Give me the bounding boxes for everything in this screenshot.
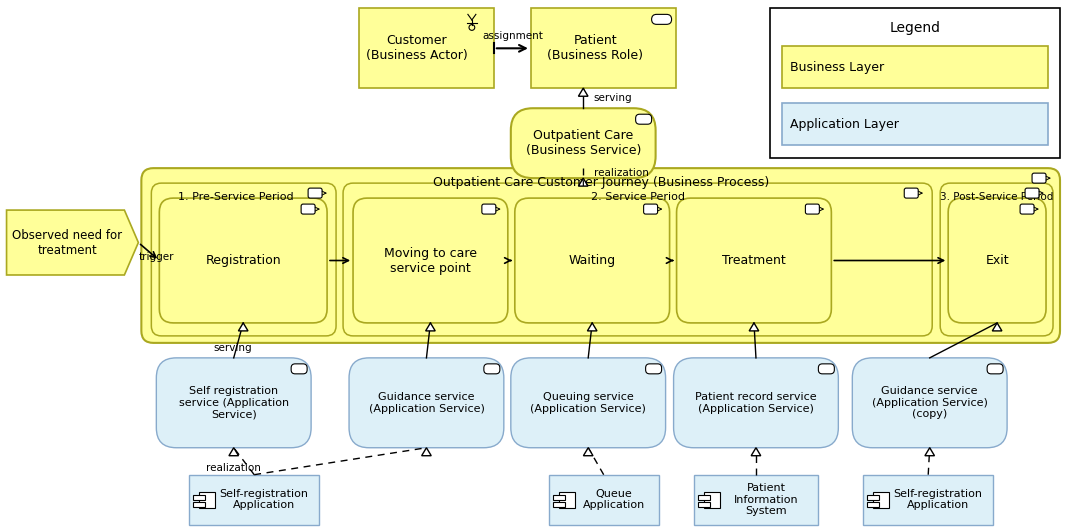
Text: trigger: trigger [138, 252, 174, 261]
FancyBboxPatch shape [353, 198, 508, 323]
Text: Patient
(Business Role): Patient (Business Role) [547, 34, 643, 63]
FancyBboxPatch shape [291, 364, 307, 374]
Text: Self-registration
Application: Self-registration Application [894, 489, 983, 510]
FancyBboxPatch shape [349, 358, 504, 448]
FancyBboxPatch shape [151, 183, 336, 336]
FancyBboxPatch shape [159, 198, 327, 323]
Bar [559, 492, 575, 508]
FancyBboxPatch shape [343, 183, 932, 336]
Polygon shape [749, 323, 759, 331]
FancyBboxPatch shape [864, 475, 994, 525]
Polygon shape [578, 89, 588, 96]
Polygon shape [6, 210, 138, 275]
Polygon shape [751, 448, 761, 456]
Bar [697, 502, 709, 507]
FancyBboxPatch shape [940, 183, 1053, 336]
Polygon shape [587, 323, 597, 331]
FancyBboxPatch shape [308, 188, 322, 198]
FancyBboxPatch shape [142, 168, 1060, 343]
Polygon shape [422, 448, 431, 456]
FancyBboxPatch shape [782, 103, 1048, 145]
Text: serving: serving [593, 93, 632, 103]
FancyBboxPatch shape [905, 188, 918, 198]
Text: Business Layer: Business Layer [791, 61, 884, 74]
Text: Customer
(Business Actor): Customer (Business Actor) [366, 34, 468, 63]
Polygon shape [578, 178, 588, 186]
Text: Queuing service
(Application Service): Queuing service (Application Service) [530, 392, 646, 413]
Text: Treatment: Treatment [722, 254, 785, 267]
FancyBboxPatch shape [157, 358, 311, 448]
FancyBboxPatch shape [511, 358, 665, 448]
FancyBboxPatch shape [852, 358, 1008, 448]
Bar [553, 494, 564, 500]
FancyBboxPatch shape [806, 204, 820, 214]
Text: 3. Post-Service Period: 3. Post-Service Period [940, 192, 1054, 202]
FancyBboxPatch shape [677, 198, 832, 323]
Polygon shape [993, 323, 1002, 331]
FancyBboxPatch shape [651, 14, 672, 24]
FancyBboxPatch shape [646, 364, 662, 374]
Bar [193, 494, 205, 500]
Text: Moving to care
service point: Moving to care service point [384, 246, 476, 275]
Text: serving: serving [214, 343, 252, 353]
Text: Exit: Exit [985, 254, 1009, 267]
FancyBboxPatch shape [819, 364, 835, 374]
FancyBboxPatch shape [782, 46, 1048, 89]
Bar [873, 492, 890, 508]
Text: 1. Pre-Service Period: 1. Pre-Service Period [178, 192, 294, 202]
Bar [697, 494, 709, 500]
Text: Queue
Application: Queue Application [583, 489, 645, 510]
Bar [867, 494, 879, 500]
Text: 2. Service Period: 2. Service Period [590, 192, 685, 202]
FancyBboxPatch shape [987, 364, 1003, 374]
FancyBboxPatch shape [674, 358, 838, 448]
Text: realization: realization [593, 168, 648, 178]
Bar [704, 492, 720, 508]
FancyBboxPatch shape [302, 204, 315, 214]
Text: Patient
Information
System: Patient Information System [734, 483, 798, 516]
FancyBboxPatch shape [359, 8, 494, 89]
Text: Observed need for
treatment: Observed need for treatment [13, 228, 122, 257]
Bar [867, 502, 879, 507]
FancyBboxPatch shape [644, 204, 658, 214]
FancyBboxPatch shape [484, 364, 500, 374]
Bar [200, 492, 216, 508]
Text: realization: realization [206, 463, 261, 473]
FancyBboxPatch shape [1025, 188, 1039, 198]
FancyBboxPatch shape [1020, 204, 1034, 214]
FancyBboxPatch shape [770, 8, 1060, 158]
Polygon shape [925, 448, 935, 456]
FancyBboxPatch shape [515, 198, 670, 323]
Text: Registration: Registration [205, 254, 281, 267]
Text: Waiting: Waiting [569, 254, 616, 267]
FancyBboxPatch shape [635, 114, 651, 124]
Text: Guidance service
(Application Service)
(copy): Guidance service (Application Service) (… [871, 386, 987, 419]
FancyBboxPatch shape [1032, 173, 1046, 183]
FancyBboxPatch shape [693, 475, 819, 525]
Text: Legend: Legend [890, 21, 941, 36]
FancyBboxPatch shape [548, 475, 659, 525]
Polygon shape [584, 448, 593, 456]
Text: Patient record service
(Application Service): Patient record service (Application Serv… [695, 392, 817, 413]
Polygon shape [238, 323, 248, 331]
Text: Self-registration
Application: Self-registration Application [220, 489, 309, 510]
FancyBboxPatch shape [531, 8, 676, 89]
Bar [193, 502, 205, 507]
Text: Application Layer: Application Layer [791, 118, 899, 131]
Polygon shape [426, 323, 436, 331]
Bar [553, 502, 564, 507]
FancyBboxPatch shape [482, 204, 496, 214]
Text: assignment: assignment [482, 31, 543, 41]
Text: Outpatient Care Customer Journey (Business Process): Outpatient Care Customer Journey (Busine… [432, 175, 769, 189]
FancyBboxPatch shape [511, 108, 656, 178]
Text: Guidance service
(Application Service): Guidance service (Application Service) [368, 392, 484, 413]
FancyBboxPatch shape [949, 198, 1046, 323]
Text: Outpatient Care
(Business Service): Outpatient Care (Business Service) [526, 129, 641, 157]
Polygon shape [229, 448, 238, 456]
Text: Self registration
service (Application
Service): Self registration service (Application S… [179, 386, 289, 419]
FancyBboxPatch shape [189, 475, 319, 525]
